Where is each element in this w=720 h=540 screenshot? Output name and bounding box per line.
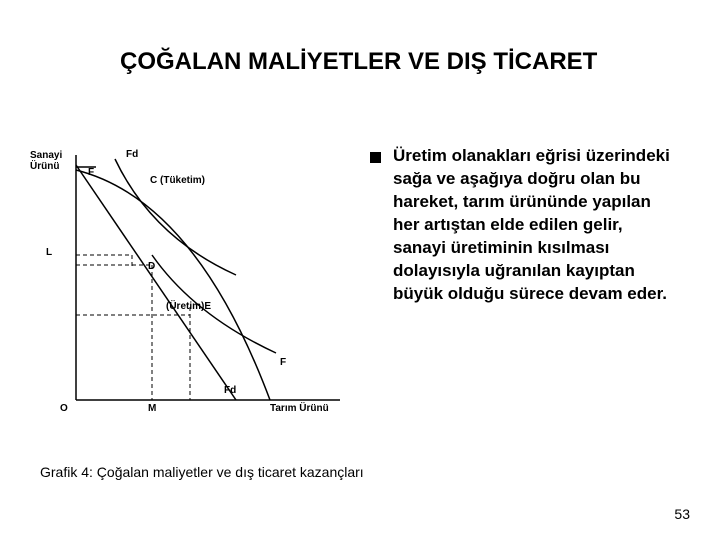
diagram-svg	[40, 145, 340, 435]
label-y-axis: Sanayi Ürünü	[30, 150, 74, 172]
slide-title: ÇOĞALAN MALİYETLER VE DIŞ TİCARET	[120, 48, 597, 76]
ppf-curve	[76, 170, 270, 400]
label-L: L	[46, 247, 52, 258]
figure-caption: Grafik 4: Çoğalan maliyetler ve dış tica…	[40, 464, 364, 480]
label-C: C (Tüketim)	[150, 175, 205, 186]
label-Fd-top: Fd	[126, 149, 138, 160]
line-fd	[76, 165, 236, 400]
label-Fd-bottom: Fd	[224, 385, 236, 396]
label-x-axis: Tarım Ürünü	[270, 403, 329, 414]
label-F-right: F	[280, 357, 286, 368]
square-bullet-icon	[370, 152, 381, 163]
economics-diagram: Sanayi Ürünü F Fd C (Tüketim) L D (Üreti…	[40, 145, 340, 435]
page-number: 53	[674, 506, 690, 522]
label-D: D	[148, 261, 155, 272]
label-M: M	[148, 403, 156, 414]
body-text-area: Üretim olanakları eğrisi üzerindeki sağa…	[370, 145, 680, 306]
bullet-text: Üretim olanakları eğrisi üzerindeki sağa…	[393, 145, 680, 306]
label-E: (Üretim)E	[166, 301, 211, 312]
bullet-item: Üretim olanakları eğrisi üzerindeki sağa…	[370, 145, 680, 306]
label-F-left: F	[88, 167, 94, 178]
label-origin: O	[60, 403, 68, 414]
